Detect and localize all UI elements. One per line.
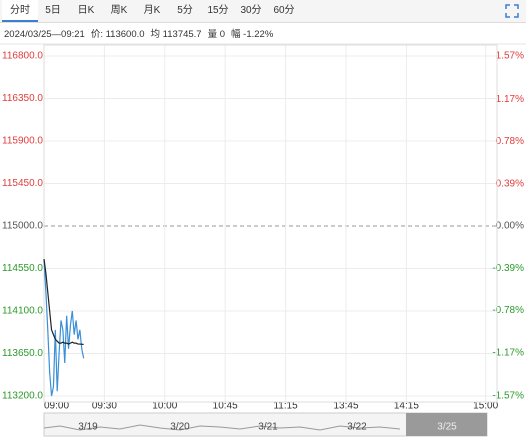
y-tick-label: 116800.0 (2, 51, 43, 62)
y-tick-label: 113200.0 (2, 391, 43, 402)
x-tick-label: 14:15 (394, 401, 419, 412)
navigator-label: 3/25 (437, 422, 457, 433)
navigator-label: 3/20 (170, 422, 190, 433)
x-tick-label: 10:45 (213, 401, 238, 412)
tab[interactable]: 5分 (177, 5, 193, 16)
info-item: 均 113745.7 (150, 29, 202, 40)
navigator-label: 3/21 (258, 422, 278, 433)
y-tick-label: 115000.0 (2, 221, 43, 232)
y-tick-label: 113650.0 (2, 348, 43, 359)
price-line (43, 259, 85, 397)
info-item: 幅 -1.22% (231, 29, 274, 40)
y2-tick-label: 1.17% (496, 94, 524, 105)
tab[interactable]: 日K (77, 5, 95, 16)
navigator-label: 3/22 (347, 422, 367, 433)
info-line: 2024/03/25—09:21 价: 113600.0 均 113745.7 量 0… (4, 26, 279, 40)
tab[interactable]: 月K (143, 5, 161, 16)
y2-tick-label: -1.17% (492, 347, 524, 358)
y2-tick-label: -1.57% (492, 391, 524, 402)
x-tick-label: 11:15 (273, 401, 298, 412)
y-tick-label: 114550.0 (2, 263, 43, 274)
y2-tick-label: -0.39% (492, 263, 524, 274)
y2-tick-label: 0.39% (496, 178, 524, 189)
info-item: 价: 113600.0 (90, 29, 145, 40)
y2-tick-label: 0.78% (496, 136, 524, 147)
x-tick-label: 13:45 (333, 401, 358, 412)
tab[interactable]: 30分 (240, 5, 262, 16)
info-item: 2024/03/25—09:21 (4, 29, 85, 40)
y2-tick-label: 1.57% (496, 51, 524, 62)
y-tick-label: 114100.0 (2, 306, 43, 317)
plot-frame (43, 44, 498, 403)
y2-tick-label: -0.78% (492, 305, 524, 316)
tab[interactable]: 15分 (207, 5, 229, 16)
y-tick-label: 115900.0 (2, 136, 43, 147)
x-tick-label: 15:00 (473, 401, 498, 412)
tab-bar: 分时 5日 日K 周K 月K 5分 15分 30分 60分 (0, 0, 526, 23)
price-line (43, 258, 84, 346)
expand-icon[interactable] (505, 4, 519, 18)
tab[interactable]: 5日 (45, 5, 61, 16)
tab[interactable]: 60分 (273, 5, 295, 16)
tab[interactable]: 周K (110, 5, 128, 16)
x-tick-label: 09:30 (92, 401, 117, 412)
x-tick-label: 09:00 (44, 401, 69, 412)
navigator-trace (43, 424, 401, 431)
y-tick-label: 115450.0 (2, 178, 43, 189)
navigator-window[interactable] (406, 413, 487, 436)
navigator-label: 3/19 (78, 422, 98, 433)
tab[interactable]: 分时 (2, 0, 38, 22)
y2-tick-label: 0.00% (496, 221, 524, 232)
y-tick-label: 116350.0 (2, 93, 43, 104)
x-tick-label: 10:00 (152, 401, 177, 412)
info-item: 量 0 (207, 29, 226, 40)
